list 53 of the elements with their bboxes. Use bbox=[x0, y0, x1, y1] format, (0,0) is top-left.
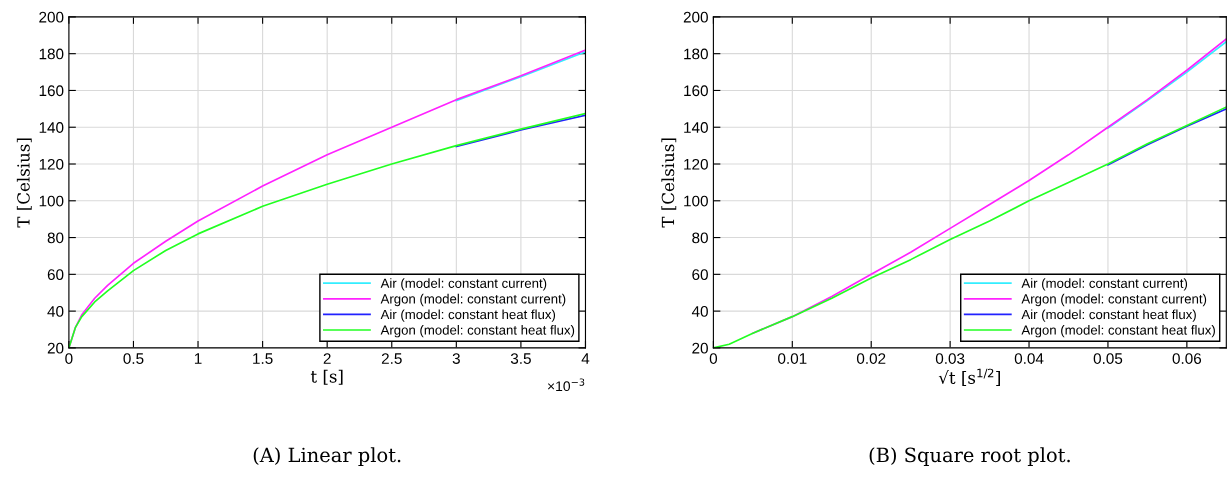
y-axis-title: T [Celsius] bbox=[16, 138, 32, 228]
y-tick-label: 160 bbox=[684, 85, 708, 97]
y-tick-label: 60 bbox=[692, 269, 708, 281]
x-tick-label: 3 bbox=[452, 353, 460, 364]
y-tick-label: 80 bbox=[692, 232, 708, 244]
y-tick-label: 140 bbox=[39, 122, 64, 133]
y-tick-label: 40 bbox=[47, 305, 64, 317]
y-tick-label: 120 bbox=[684, 158, 708, 170]
legend-label: Air (model: constant heat flux) bbox=[1021, 309, 1196, 322]
legend-label: Air (model: constant current) bbox=[1021, 278, 1188, 291]
y-tick-label: 100 bbox=[39, 195, 64, 207]
legend-label: Air (model: constant current) bbox=[380, 278, 547, 291]
legend-label: Argon (model: constant heat flux) bbox=[380, 325, 575, 338]
y-tick-label: 120 bbox=[39, 158, 64, 170]
x-tick-label: 2 bbox=[323, 353, 331, 364]
legend-label: Air (model: constant heat flux) bbox=[380, 309, 556, 322]
x-tick-label: 0 bbox=[709, 353, 718, 364]
y-tick-label: 140 bbox=[684, 122, 708, 133]
x-tick-label: 1.5 bbox=[253, 353, 273, 364]
x-tick-label: 2.5 bbox=[381, 353, 402, 364]
x-axis-title: √t [s$^{1/2}$] bbox=[938, 368, 1000, 386]
y-tick-label: 180 bbox=[39, 48, 64, 60]
legend-label: Argon (model: constant current) bbox=[1021, 293, 1207, 307]
text: (A) Linear plot. bbox=[253, 447, 401, 467]
y-tick-label: 40 bbox=[691, 305, 708, 317]
y-axis-title: T [Celsius] bbox=[661, 138, 677, 228]
x-tick-label: 3.5 bbox=[510, 353, 531, 364]
x-tick-label: 4 bbox=[581, 353, 590, 364]
line-series bbox=[1107, 40, 1227, 129]
y-tick-label: 100 bbox=[684, 195, 708, 207]
x-tick-label: 0 bbox=[65, 353, 73, 364]
y-tick-label: 200 bbox=[39, 11, 64, 23]
y-tick-label: 180 bbox=[684, 48, 708, 60]
y-tick-label: 160 bbox=[39, 85, 64, 97]
x-tick-label: 1 bbox=[194, 353, 202, 364]
x-tick-label: 0.03 bbox=[935, 353, 965, 364]
x-tick-label: 0.5 bbox=[123, 353, 144, 364]
x-tick-label: 0.05 bbox=[1093, 353, 1123, 364]
y-tick-label: 80 bbox=[47, 232, 64, 244]
line-series bbox=[1107, 108, 1227, 166]
x-axis-title: t [s] bbox=[310, 369, 343, 385]
text: ×10$^{−3}$ bbox=[547, 378, 585, 392]
y-tick-label: 20 bbox=[47, 342, 64, 354]
x-tick-label: 0.02 bbox=[856, 353, 886, 364]
y-tick-label: 20 bbox=[692, 342, 708, 354]
x-tick-label: 0.01 bbox=[778, 353, 807, 364]
legend-label: Argon (model: constant current) bbox=[380, 293, 566, 307]
x-tick-label: 0.06 bbox=[1172, 353, 1202, 364]
y-tick-label: 60 bbox=[47, 269, 64, 281]
legend-label: Argon (model: constant heat flux) bbox=[1021, 325, 1215, 338]
text: (B) Square root plot. bbox=[869, 447, 1070, 467]
x-tick-label: 0.04 bbox=[1014, 353, 1044, 364]
y-tick-label: 200 bbox=[683, 11, 708, 23]
